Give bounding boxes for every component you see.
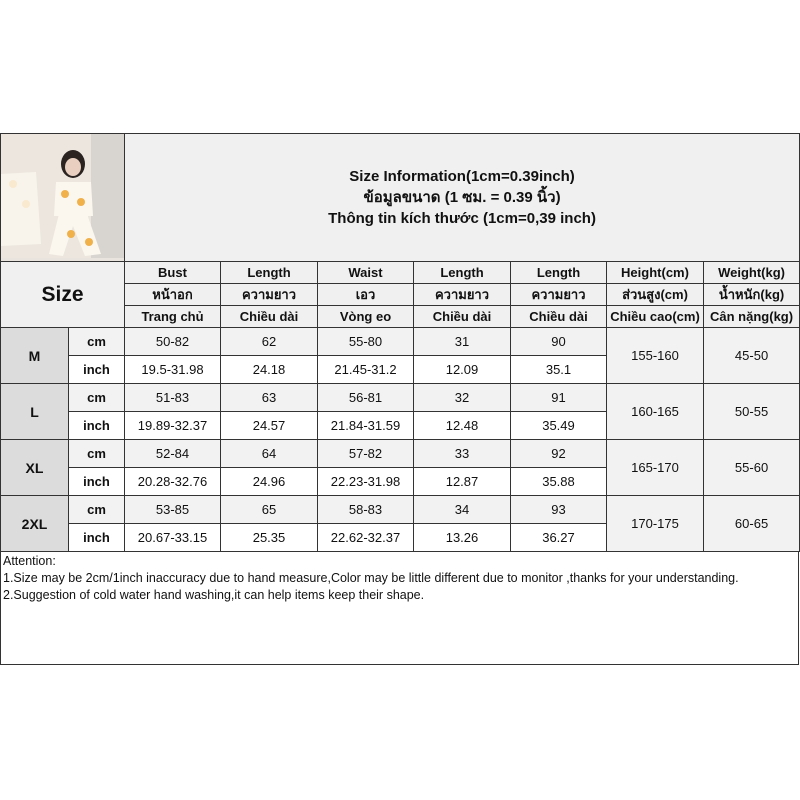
unit-label: cm <box>68 327 125 356</box>
measure-cell: 35.1 <box>510 355 607 384</box>
measure-cell: 19.89-32.37 <box>124 411 221 440</box>
unit-label: inch <box>68 411 125 440</box>
measure-cell: 31 <box>413 327 511 356</box>
measure-cell: 93 <box>510 495 607 524</box>
measure-cell: 51-83 <box>124 383 221 412</box>
measure-cell: 35.88 <box>510 467 607 496</box>
size-table: Size Information(1cm=0.39inch) ข้อมูลขนา… <box>0 133 800 552</box>
measure-cell: 36.27 <box>510 523 607 552</box>
attention-note: Attention: 1.Size may be 2cm/1inch inacc… <box>0 552 799 665</box>
unit-label: cm <box>68 439 125 468</box>
size-label: XL <box>0 439 69 496</box>
measure-cell: 35.49 <box>510 411 607 440</box>
unit-label: cm <box>68 383 125 412</box>
col-en: Length <box>220 261 318 284</box>
col-en: Weight(kg) <box>702 261 800 284</box>
measure-cell: 34 <box>413 495 511 524</box>
weight-cell: 45-50 <box>702 327 800 384</box>
measure-cell: 33 <box>413 439 511 468</box>
col-th: เอว <box>317 283 414 306</box>
measure-cell: 53-85 <box>124 495 221 524</box>
col-th: ส่วนสูง(cm) <box>606 283 704 306</box>
measure-cell: 25.35 <box>220 523 318 552</box>
measure-cell: 13.26 <box>413 523 511 552</box>
measure-cell: 90 <box>510 327 607 356</box>
attention-heading: Attention: <box>3 554 56 568</box>
col-en: Height(cm) <box>606 261 704 284</box>
size-chart: Size Information(1cm=0.39inch) ข้อมูลขนา… <box>0 133 800 665</box>
col-th: ความยาว <box>510 283 607 306</box>
measure-cell: 24.57 <box>220 411 318 440</box>
measure-cell: 21.84-31.59 <box>317 411 414 440</box>
col-en: Waist <box>317 261 414 284</box>
title-cell: Size Information(1cm=0.39inch) ข้อมูลขนา… <box>123 133 800 262</box>
measure-cell: 52-84 <box>124 439 221 468</box>
measure-cell: 12.09 <box>413 355 511 384</box>
col-th: ความยาว <box>413 283 511 306</box>
height-cell: 170-175 <box>606 495 704 552</box>
measure-cell: 55-80 <box>317 327 414 356</box>
measure-cell: 64 <box>220 439 318 468</box>
col-en: Length <box>510 261 607 284</box>
weight-cell: 55-60 <box>702 439 800 496</box>
measure-cell: 63 <box>220 383 318 412</box>
col-th: น้ำหนัก(kg) <box>702 283 800 306</box>
size-label: L <box>0 383 69 440</box>
product-photo <box>0 133 125 262</box>
measure-cell: 12.87 <box>413 467 511 496</box>
measure-cell: 21.45-31.2 <box>317 355 414 384</box>
col-en: Bust <box>124 261 221 284</box>
measure-cell: 12.48 <box>413 411 511 440</box>
unit-label: inch <box>68 467 125 496</box>
measure-cell: 91 <box>510 383 607 412</box>
unit-label: inch <box>68 355 125 384</box>
col-vi: Cân nặng(kg) <box>702 305 800 328</box>
col-vi: Vòng eo <box>317 305 414 328</box>
measure-cell: 20.28-32.76 <box>124 467 221 496</box>
measure-cell: 50-82 <box>124 327 221 356</box>
measure-cell: 32 <box>413 383 511 412</box>
title-en: Size Information(1cm=0.39inch) <box>349 168 575 185</box>
measure-cell: 56-81 <box>317 383 414 412</box>
title-vi: Thông tin kích thước (1cm=0,39 inch) <box>328 210 596 227</box>
attention-line: 2.Suggestion of cold water hand washing,… <box>3 588 425 602</box>
measure-cell: 62 <box>220 327 318 356</box>
measure-cell: 65 <box>220 495 318 524</box>
col-en: Length <box>413 261 511 284</box>
measure-cell: 19.5-31.98 <box>124 355 221 384</box>
measure-cell: 24.18 <box>220 355 318 384</box>
size-header: Size <box>0 261 125 328</box>
title-th: ข้อมูลขนาด (1 ซม. = 0.39 นิ้ว) <box>363 189 561 206</box>
size-label: 2XL <box>0 495 69 552</box>
col-vi: Chiều dài <box>510 305 607 328</box>
height-cell: 160-165 <box>606 383 704 440</box>
table-row: 2XL cm 53-85 65 58-83 34 93 170-175 60-65 <box>0 495 800 552</box>
unit-label: cm <box>68 495 125 524</box>
height-cell: 165-170 <box>606 439 704 496</box>
col-th: ความยาว <box>220 283 318 306</box>
measure-cell: 58-83 <box>317 495 414 524</box>
height-cell: 155-160 <box>606 327 704 384</box>
measure-cell: 20.67-33.15 <box>124 523 221 552</box>
measure-cell: 22.23-31.98 <box>317 467 414 496</box>
col-vi: Trang chủ <box>124 305 221 328</box>
col-vi: Chiều dài <box>413 305 511 328</box>
unit-label: inch <box>68 523 125 552</box>
weight-cell: 60-65 <box>702 495 800 552</box>
measure-cell: 24.96 <box>220 467 318 496</box>
size-label: M <box>0 327 69 384</box>
measure-cell: 57-82 <box>317 439 414 468</box>
attention-line: 1.Size may be 2cm/1inch inaccuracy due t… <box>3 571 739 585</box>
col-th: หน้าอก <box>124 283 221 306</box>
measure-cell: 92 <box>510 439 607 468</box>
table-row: XL cm 52-84 64 57-82 33 92 165-170 55-60 <box>0 439 800 496</box>
col-vi: Chiều dài <box>220 305 318 328</box>
col-vi: Chiều cao(cm) <box>606 305 704 328</box>
table-row: inch 19.89-32.37 24.57 21.84-31.59 12.48 35.4… <box>1 411 800 440</box>
weight-cell: 50-55 <box>702 383 800 440</box>
measure-cell: 22.62-32.37 <box>317 523 414 552</box>
table-row: inch 20.67-33.15 25.35 22.62-32.37 13.26 36.2… <box>1 523 800 552</box>
